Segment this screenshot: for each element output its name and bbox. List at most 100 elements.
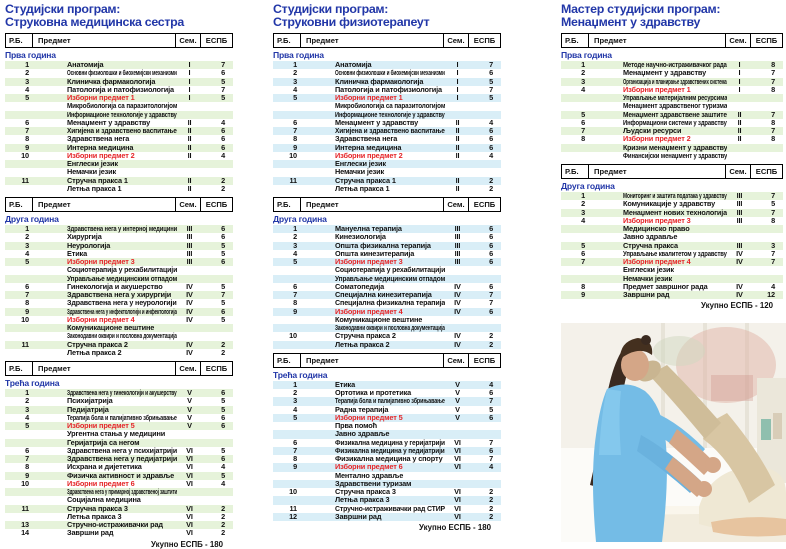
- subject-text: Кинезиологија: [335, 233, 386, 242]
- semester-cell: VI: [186, 454, 193, 463]
- header-subject: Предмет: [589, 34, 726, 47]
- espb-cell: 6: [489, 388, 493, 397]
- espb-cell: 4: [489, 379, 493, 389]
- table-row: 1 Мануелна терапија III 6: [273, 224, 501, 234]
- row-number-cell: 3: [25, 240, 29, 250]
- semester-cell: III: [186, 248, 193, 258]
- header-row-number: Р.Б.: [274, 34, 301, 47]
- espb-cell: 6: [489, 224, 493, 233]
- espb-cell: 7: [489, 290, 493, 299]
- semester-cell: II: [455, 183, 460, 193]
- table-row: 1 Здравствена нега у интерној медицини I…: [5, 224, 233, 234]
- espb-cell: 5: [221, 396, 225, 406]
- subject-text: Изборни предмет 4: [623, 258, 691, 266]
- table-row: 9 Физичка активност и здравље VI 5: [5, 471, 233, 480]
- header-subject: Предмет: [33, 362, 176, 375]
- espb-cell: 6: [489, 232, 493, 242]
- subject-text: Изборни предмет 3: [67, 258, 135, 266]
- subject-text: Општа физикална терапија: [335, 241, 431, 250]
- subject-cell: Информационе технологије у здравству: [29, 111, 177, 119]
- espb-cell: 8: [771, 215, 775, 225]
- row-number-cell: 9: [581, 290, 585, 299]
- subject-text: Соматопедија: [335, 282, 385, 291]
- espb-cell: 7: [489, 396, 493, 406]
- year-label: Друга година: [5, 214, 59, 224]
- subject-text: Социотерапија у рехабилитацији: [335, 266, 445, 275]
- table-row: 8 Предмет завршног рада IV 4: [561, 282, 783, 291]
- espb-cell: 7: [771, 257, 775, 266]
- table-row: 4 Изборни предмет 3 III 8: [561, 215, 783, 225]
- subject-text: Менаџмент нових технологија: [623, 208, 727, 217]
- semester-cell: IV: [454, 281, 461, 291]
- subject-cell: Физичка активност и здравље: [29, 472, 177, 480]
- espb-cell: 2: [489, 331, 493, 341]
- subject-cell: Радна терапија: [297, 406, 445, 414]
- subject-text: Мануелна терапија: [335, 225, 402, 233]
- header-row-number: Р.Б.: [6, 34, 33, 47]
- subject-cell: Изборни предмет 1: [297, 94, 445, 102]
- course-table-header: Р.Б. Предмет Сем. ЕСПБ: [561, 33, 783, 48]
- row-number-cell: 5: [293, 257, 297, 266]
- table-row: Информационе технологије у здравству: [273, 110, 501, 119]
- therapist-arm-upper: [669, 429, 715, 475]
- row-number-cell: 3: [581, 207, 585, 217]
- semester-cell: IV: [186, 347, 193, 357]
- espb-cell: 5: [221, 281, 225, 291]
- subject-cell: Јавно здравље: [297, 430, 445, 438]
- subject-text: Здравствена нега у инфектологији и инфек…: [67, 307, 177, 316]
- subject-cell: Социотерапија у рехабилитацији: [297, 266, 445, 274]
- semester-cell: VI: [454, 445, 461, 455]
- semester-cell: II: [737, 109, 742, 119]
- subject-cell: Неурологија: [29, 242, 177, 250]
- row-number-cell: 11: [21, 503, 30, 513]
- header-espb: ЕСПБ: [473, 36, 496, 45]
- espb-cell: 5: [221, 240, 225, 250]
- subject-cell: Општа физикална терапија: [297, 242, 445, 250]
- semester-cell: VI: [186, 478, 193, 488]
- espb-cell: 7: [771, 68, 775, 78]
- row-number-cell: 8: [25, 298, 29, 308]
- table-row: 10 Изборни предмет 2 II 4: [273, 151, 501, 160]
- table-row: 6 Здравствена нега у психијатрији VI 5: [5, 446, 233, 455]
- course-rows: 1 Анатомија I 7 2 Основни физиолошки и б…: [5, 60, 233, 193]
- row-number-cell: 3: [293, 76, 297, 86]
- row-number-cell: 5: [25, 93, 29, 102]
- row-number-cell: 8: [25, 462, 29, 472]
- semester-cell: V: [455, 388, 460, 397]
- subject-cell: Информациони системи у здравству: [585, 119, 727, 127]
- table-row: 10 Изборни предмет 6 VI 4: [5, 478, 233, 488]
- espb-cell: 4: [221, 150, 225, 160]
- row-number-cell: 13: [21, 520, 29, 529]
- subject-text: Анатомија: [67, 61, 104, 69]
- subject-text: Менаџмент здравствене заштите: [623, 110, 727, 119]
- subject-text: Изборни предмет 5: [67, 422, 135, 430]
- subject-cell: Микробиологија са паразитологијом: [297, 102, 445, 110]
- semester-cell: V: [187, 404, 192, 414]
- header-espb: ЕСПБ: [205, 200, 228, 209]
- header-row-number: Р.Б.: [6, 362, 33, 375]
- table-row: 10 Стручна пракса 3 VI 2: [273, 487, 501, 496]
- row-number-cell: 1: [25, 224, 29, 233]
- subject-text: Стручна пракса: [623, 241, 678, 250]
- espb-cell: 4: [221, 462, 225, 472]
- year-label: Прва година: [273, 50, 324, 60]
- table-row: 11 Стручна пракса 2 IV 2: [5, 340, 233, 349]
- espb-cell: 5: [221, 76, 225, 86]
- espb-cell: 2: [221, 520, 225, 529]
- row-number-cell: 2: [293, 388, 297, 397]
- subject-text: Стручна пракса 3: [67, 504, 128, 513]
- espb-cell: 6: [221, 388, 225, 397]
- subject-text: Прва помоћ: [335, 422, 377, 430]
- subject-text: Исхрана и дијететика: [67, 463, 142, 472]
- subject-cell: Етика: [297, 381, 445, 389]
- espb-cell: 5: [221, 298, 225, 308]
- subject-cell: Информационе технологије у здравству: [297, 111, 445, 119]
- subject-text: Клиничка фармакологија: [335, 77, 424, 86]
- semester-cell: IV: [454, 339, 461, 349]
- table-row: 6 Управљање квалитетом у здравству IV 7: [561, 249, 783, 258]
- table-row: Летња пракса 2 IV 2: [5, 347, 233, 357]
- espb-cell: 7: [771, 109, 775, 119]
- subject-cell: Терапија бола и палијативно збрињавање: [297, 397, 445, 405]
- espb-cell: 6: [489, 68, 493, 78]
